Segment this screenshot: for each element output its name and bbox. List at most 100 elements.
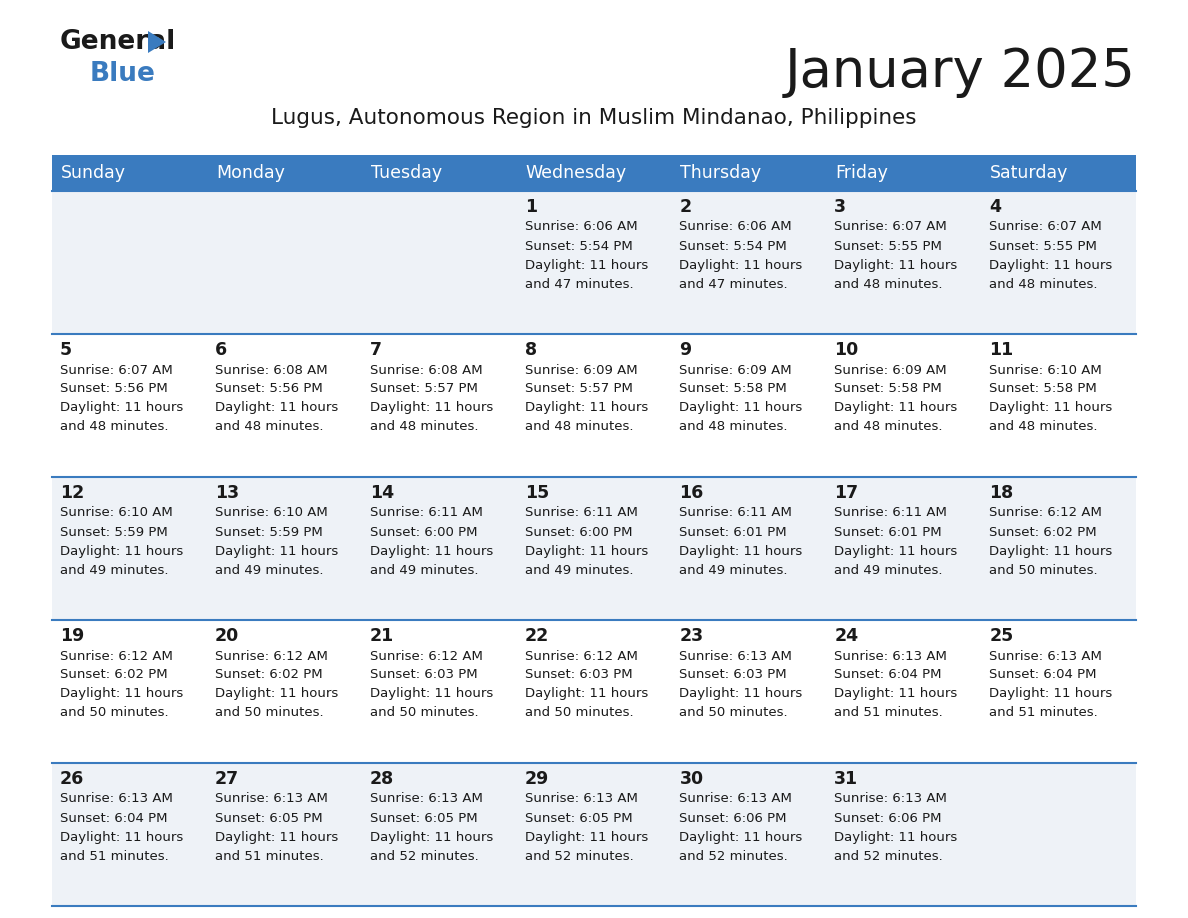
- Text: Sunrise: 6:10 AM: Sunrise: 6:10 AM: [61, 507, 172, 520]
- Text: Daylight: 11 hours: Daylight: 11 hours: [525, 688, 647, 700]
- Text: Sunrise: 6:07 AM: Sunrise: 6:07 AM: [61, 364, 172, 376]
- Text: 2: 2: [680, 198, 691, 216]
- Text: Daylight: 11 hours: Daylight: 11 hours: [215, 688, 339, 700]
- Bar: [827, 191, 981, 334]
- Text: Daylight: 11 hours: Daylight: 11 hours: [834, 831, 958, 844]
- Text: Sunrise: 6:07 AM: Sunrise: 6:07 AM: [834, 220, 947, 233]
- Text: 22: 22: [525, 627, 549, 645]
- Text: Sunrise: 6:08 AM: Sunrise: 6:08 AM: [215, 364, 328, 376]
- Text: Daylight: 11 hours: Daylight: 11 hours: [990, 688, 1112, 700]
- Text: Daylight: 11 hours: Daylight: 11 hours: [61, 544, 183, 557]
- Text: Sunset: 5:56 PM: Sunset: 5:56 PM: [215, 383, 323, 396]
- Bar: [361, 155, 517, 191]
- Text: and 48 minutes.: and 48 minutes.: [369, 420, 479, 433]
- Text: Sunrise: 6:13 AM: Sunrise: 6:13 AM: [369, 792, 482, 805]
- Text: Sunrise: 6:11 AM: Sunrise: 6:11 AM: [680, 507, 792, 520]
- Bar: [207, 477, 361, 620]
- Text: and 49 minutes.: and 49 minutes.: [215, 564, 323, 577]
- Text: Sunset: 6:05 PM: Sunset: 6:05 PM: [525, 812, 632, 824]
- Text: 31: 31: [834, 770, 859, 788]
- Text: Sunset: 6:03 PM: Sunset: 6:03 PM: [680, 668, 788, 681]
- Text: Sunrise: 6:13 AM: Sunrise: 6:13 AM: [525, 792, 638, 805]
- Text: 28: 28: [369, 770, 394, 788]
- Text: Daylight: 11 hours: Daylight: 11 hours: [525, 259, 647, 272]
- Text: Daylight: 11 hours: Daylight: 11 hours: [369, 688, 493, 700]
- Bar: [207, 155, 361, 191]
- Text: Sunset: 5:57 PM: Sunset: 5:57 PM: [525, 383, 632, 396]
- Text: Sunrise: 6:09 AM: Sunrise: 6:09 AM: [834, 364, 947, 376]
- Text: and 49 minutes.: and 49 minutes.: [680, 564, 788, 577]
- Text: 26: 26: [61, 770, 84, 788]
- Text: 17: 17: [834, 484, 859, 502]
- Bar: [827, 620, 981, 763]
- Text: Daylight: 11 hours: Daylight: 11 hours: [525, 831, 647, 844]
- Bar: [517, 334, 671, 477]
- Bar: [981, 477, 1136, 620]
- Text: Sunset: 6:04 PM: Sunset: 6:04 PM: [61, 812, 168, 824]
- Text: Daylight: 11 hours: Daylight: 11 hours: [680, 401, 803, 415]
- Text: and 50 minutes.: and 50 minutes.: [990, 564, 1098, 577]
- Bar: [52, 155, 207, 191]
- Text: Sunset: 6:04 PM: Sunset: 6:04 PM: [834, 668, 942, 681]
- Text: 23: 23: [680, 627, 703, 645]
- Text: Sunrise: 6:07 AM: Sunrise: 6:07 AM: [990, 220, 1102, 233]
- Text: Sunset: 6:03 PM: Sunset: 6:03 PM: [369, 668, 478, 681]
- Text: Sunset: 5:54 PM: Sunset: 5:54 PM: [525, 240, 632, 252]
- Text: Sunrise: 6:09 AM: Sunrise: 6:09 AM: [680, 364, 792, 376]
- Text: Daylight: 11 hours: Daylight: 11 hours: [61, 831, 183, 844]
- Text: Sunset: 5:57 PM: Sunset: 5:57 PM: [369, 383, 478, 396]
- Bar: [827, 763, 981, 906]
- Text: Daylight: 11 hours: Daylight: 11 hours: [834, 688, 958, 700]
- Text: and 51 minutes.: and 51 minutes.: [215, 849, 323, 863]
- Text: Sunset: 6:00 PM: Sunset: 6:00 PM: [525, 525, 632, 539]
- Text: 9: 9: [680, 341, 691, 359]
- Text: Sunset: 6:06 PM: Sunset: 6:06 PM: [680, 812, 786, 824]
- Text: Daylight: 11 hours: Daylight: 11 hours: [834, 401, 958, 415]
- Bar: [981, 191, 1136, 334]
- Text: Sunrise: 6:12 AM: Sunrise: 6:12 AM: [369, 650, 482, 663]
- Bar: [207, 334, 361, 477]
- Text: General: General: [61, 29, 176, 55]
- Text: and 52 minutes.: and 52 minutes.: [369, 849, 479, 863]
- Text: and 50 minutes.: and 50 minutes.: [215, 707, 323, 720]
- Text: Sunrise: 6:12 AM: Sunrise: 6:12 AM: [990, 507, 1102, 520]
- Text: Sunset: 5:58 PM: Sunset: 5:58 PM: [990, 383, 1097, 396]
- Text: 11: 11: [990, 341, 1013, 359]
- Bar: [52, 334, 207, 477]
- Text: Sunset: 6:05 PM: Sunset: 6:05 PM: [369, 812, 478, 824]
- Text: Thursday: Thursday: [681, 164, 762, 182]
- Text: Sunrise: 6:12 AM: Sunrise: 6:12 AM: [525, 650, 638, 663]
- Text: Friday: Friday: [835, 164, 889, 182]
- Text: 12: 12: [61, 484, 84, 502]
- Text: and 50 minutes.: and 50 minutes.: [525, 707, 633, 720]
- Bar: [827, 155, 981, 191]
- Text: Sunset: 5:58 PM: Sunset: 5:58 PM: [680, 383, 788, 396]
- Bar: [517, 620, 671, 763]
- Text: Daylight: 11 hours: Daylight: 11 hours: [215, 544, 339, 557]
- Text: 5: 5: [61, 341, 72, 359]
- Text: and 48 minutes.: and 48 minutes.: [990, 277, 1098, 290]
- Text: Sunrise: 6:11 AM: Sunrise: 6:11 AM: [525, 507, 638, 520]
- Text: and 48 minutes.: and 48 minutes.: [834, 420, 943, 433]
- Text: Daylight: 11 hours: Daylight: 11 hours: [990, 401, 1112, 415]
- Bar: [671, 334, 827, 477]
- Text: 18: 18: [990, 484, 1013, 502]
- Text: Daylight: 11 hours: Daylight: 11 hours: [834, 544, 958, 557]
- Text: Sunset: 5:55 PM: Sunset: 5:55 PM: [990, 240, 1097, 252]
- Text: 29: 29: [525, 770, 549, 788]
- Text: and 49 minutes.: and 49 minutes.: [834, 564, 943, 577]
- Bar: [671, 763, 827, 906]
- Text: 3: 3: [834, 198, 846, 216]
- Text: Daylight: 11 hours: Daylight: 11 hours: [215, 401, 339, 415]
- Text: Sunset: 6:01 PM: Sunset: 6:01 PM: [680, 525, 788, 539]
- Bar: [671, 620, 827, 763]
- Text: 30: 30: [680, 770, 703, 788]
- Text: Sunset: 6:04 PM: Sunset: 6:04 PM: [990, 668, 1097, 681]
- Bar: [517, 763, 671, 906]
- Bar: [981, 763, 1136, 906]
- Bar: [671, 477, 827, 620]
- Text: 4: 4: [990, 198, 1001, 216]
- Text: Daylight: 11 hours: Daylight: 11 hours: [525, 544, 647, 557]
- Text: Lugus, Autonomous Region in Muslim Mindanao, Philippines: Lugus, Autonomous Region in Muslim Minda…: [271, 108, 917, 128]
- Bar: [361, 477, 517, 620]
